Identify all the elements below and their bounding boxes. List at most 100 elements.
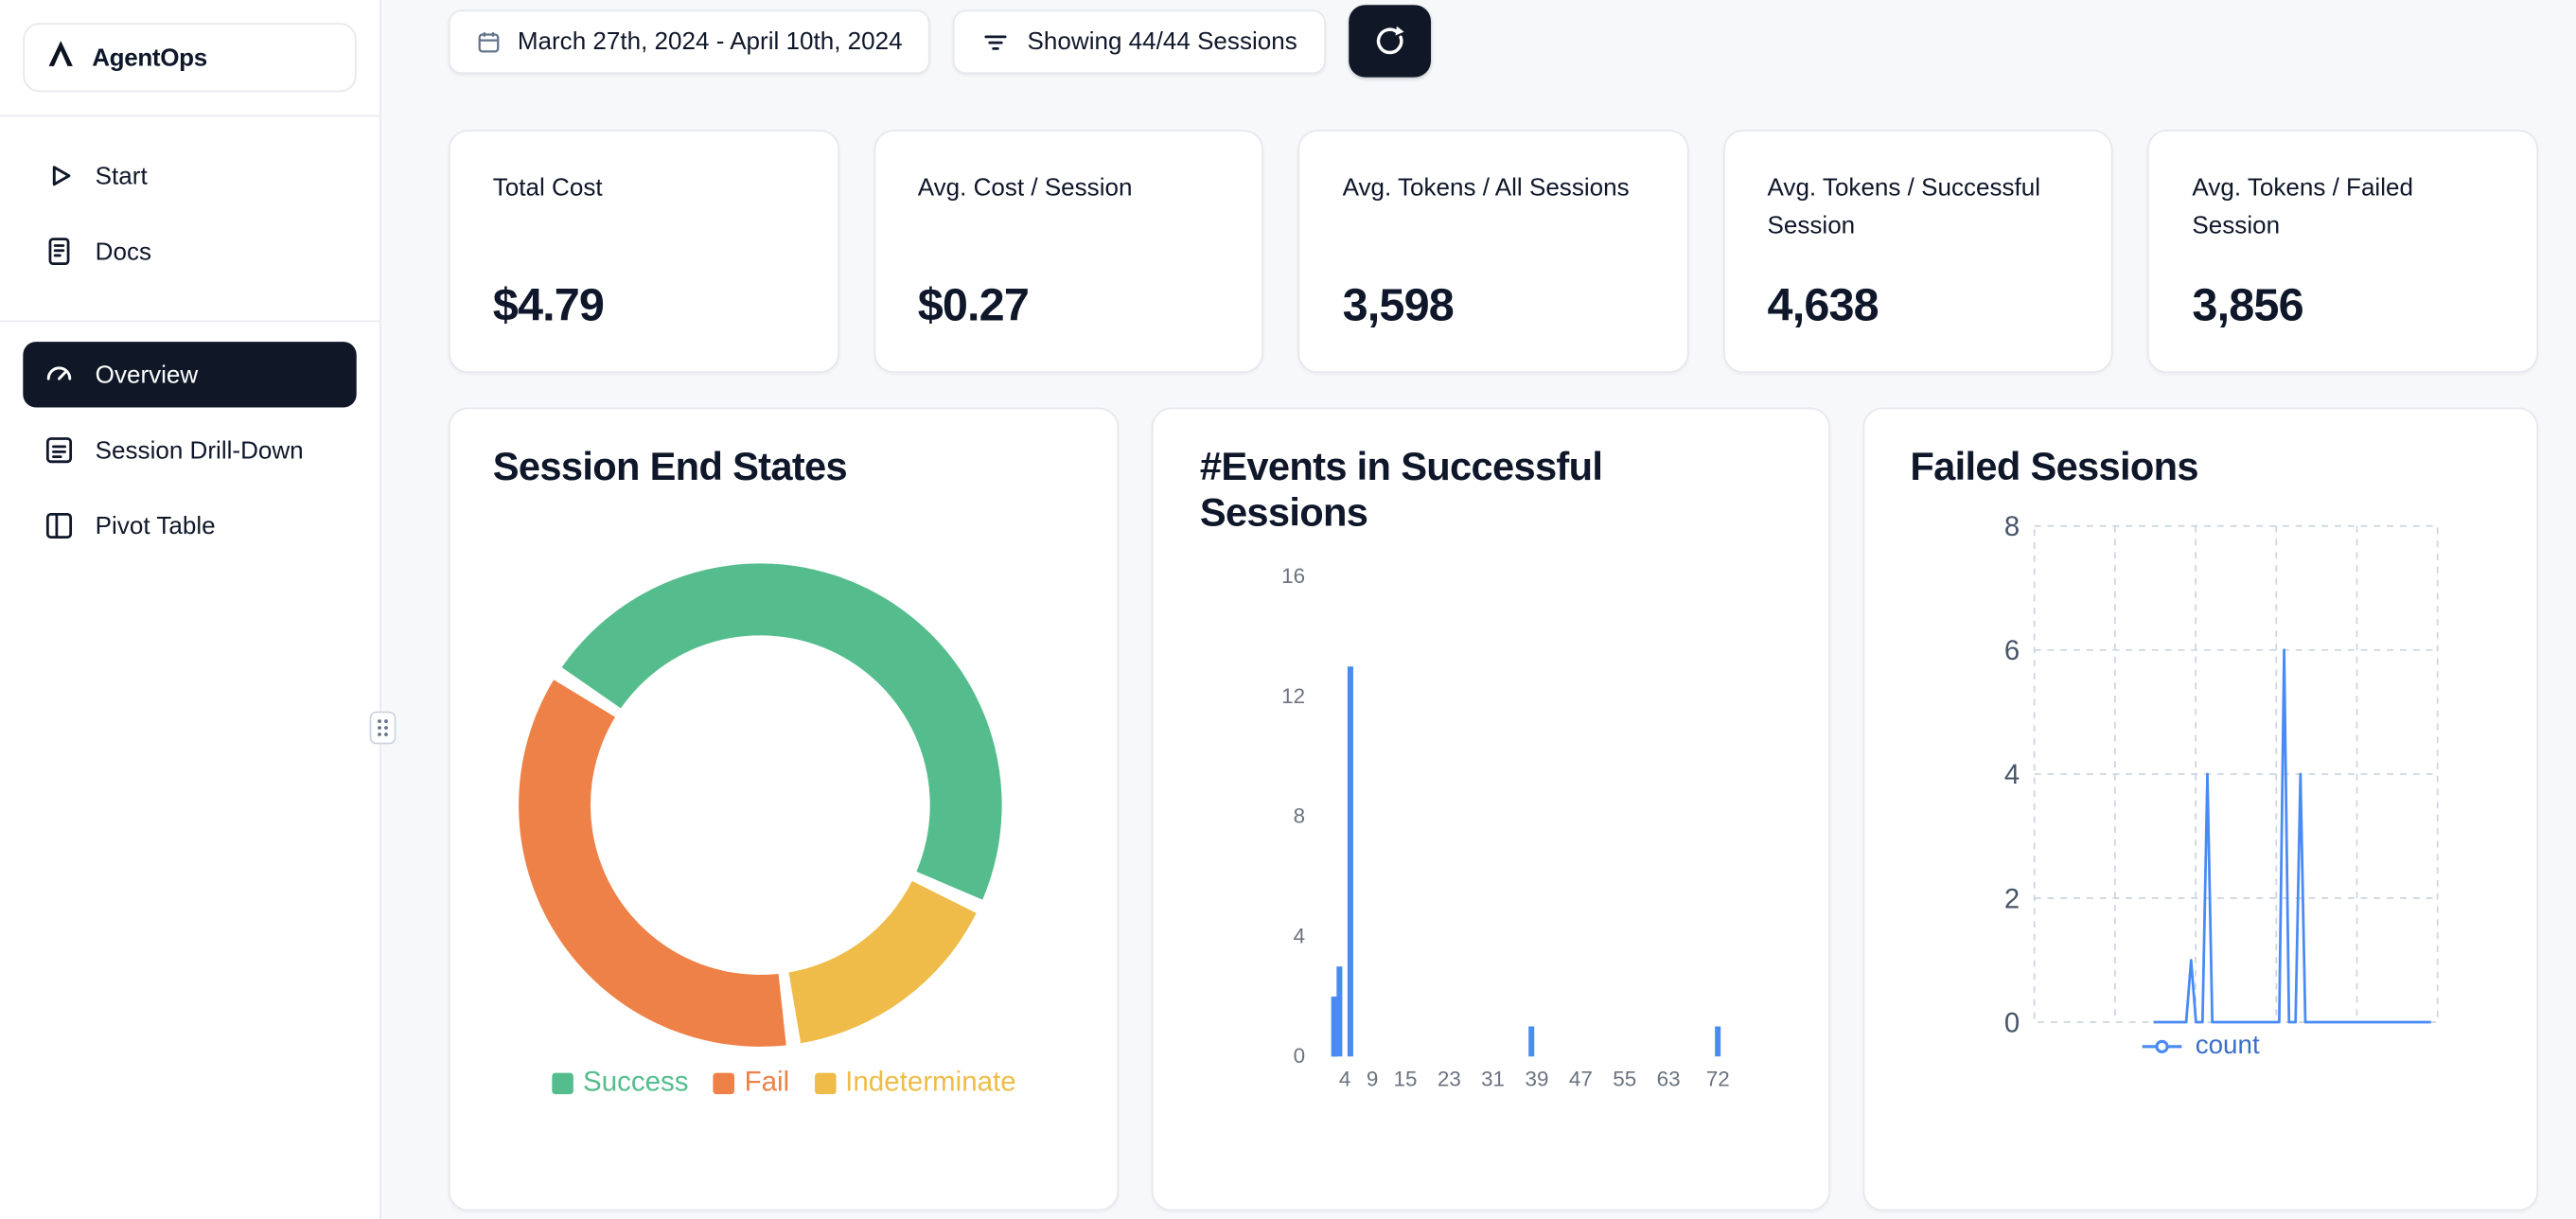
stat-value: $4.79: [492, 279, 605, 330]
count-legend-label[interactable]: count: [2195, 1032, 2260, 1060]
legend-swatch-fail: [713, 1071, 735, 1094]
y-tick-label: 8: [1294, 804, 1305, 828]
sessions-filter-button[interactable]: Showing 44/44 Sessions: [953, 9, 1326, 75]
donut-segment-indeterminate: [788, 880, 977, 1044]
sidebar-item-label: Pivot Table: [95, 511, 216, 540]
sidebar-item-pivot-table[interactable]: Pivot Table: [23, 493, 356, 558]
stat-value: 3,598: [1342, 279, 1455, 330]
x-tick-label: 9: [1367, 1067, 1378, 1090]
stat-card-avg-cost-session: Avg. Cost / Session $0.27: [873, 130, 1264, 374]
failed-sessions-line-chart: 0 2 4 6 8: [2003, 511, 2438, 1038]
event-count-bar: [1528, 1026, 1535, 1057]
refresh-icon: [1373, 25, 1406, 58]
stat-card-avg-tokens-successful: Avg. Tokens / Successful Session 4,638: [1722, 130, 2114, 374]
count-legend-glyph-icon: [2143, 1039, 2182, 1053]
y-tick-label: 0: [1294, 1044, 1305, 1068]
count-series-line: [2153, 648, 2431, 1024]
stat-label: Total Cost: [492, 174, 603, 203]
sessions-filter-label: Showing 44/44 Sessions: [1027, 27, 1297, 57]
legend-label-success: Success: [583, 1066, 689, 1098]
y-tick-label: 4: [2003, 759, 2019, 790]
sidebar-item-start[interactable]: Start: [23, 143, 356, 208]
legend-item-indeterminate[interactable]: Indeterminate: [814, 1066, 1016, 1100]
stat-label: Avg. Tokens / All Sessions: [1342, 174, 1630, 203]
play-icon: [43, 159, 76, 192]
x-tick-label: 47: [1569, 1067, 1593, 1090]
legend-item-success[interactable]: Success: [552, 1067, 689, 1100]
stat-card-total-cost: Total Cost $4.79: [448, 130, 839, 374]
sidebar-item-session-drill-down[interactable]: Session Drill-Down: [23, 417, 356, 483]
y-tick-label: 8: [2003, 511, 2019, 542]
pivot-icon: [43, 509, 76, 542]
stat-card-avg-tokens-failed: Avg. Tokens / Failed Session 3,856: [2147, 130, 2539, 374]
stat-value: 3,856: [2192, 279, 2303, 330]
date-range-button[interactable]: March 27th, 2024 - April 10th, 2024: [448, 9, 931, 75]
session-icon: [43, 433, 76, 467]
stat-label: Avg. Cost / Session: [917, 174, 1133, 203]
sidebar-item-label: Start: [95, 161, 148, 190]
grip-dots-icon: [378, 719, 388, 736]
event-count-bar: [1336, 966, 1343, 1057]
event-count-bar: [1348, 666, 1354, 1057]
sidebar-nav-main: Overview Session Drill-Down Pivot Table: [0, 322, 379, 594]
docs-icon: [43, 235, 76, 268]
x-tick-label: 4: [1339, 1067, 1350, 1090]
refresh-button[interactable]: [1348, 5, 1431, 78]
logo[interactable]: AgentOps: [23, 23, 357, 93]
event-count-bar: [1715, 1026, 1721, 1057]
x-tick-label: 55: [1614, 1067, 1637, 1090]
sidebar-item-label: Overview: [95, 361, 199, 389]
failed-sessions-card: Failed Sessions 0 2 4 6 8 count: [1862, 407, 2539, 1211]
toolbar: March 27th, 2024 - April 10th, 2024 Show…: [448, 5, 2538, 82]
chart-title: Session End States: [492, 445, 848, 490]
stat-value: 4,638: [1767, 279, 1879, 330]
date-range-label: March 27th, 2024 - April 10th, 2024: [517, 27, 903, 57]
stat-value: $0.27: [917, 279, 1030, 330]
donut-segment-fail: [519, 680, 786, 1047]
brand-name: AgentOps: [92, 44, 207, 72]
stat-label: Avg. Tokens / Failed Session: [2192, 174, 2413, 239]
x-tick-label: 39: [1526, 1067, 1549, 1090]
legend-swatch-indeterminate: [814, 1071, 836, 1094]
sidebar-resize-handle[interactable]: [369, 711, 397, 745]
sidebar-nav-top: Start Docs: [0, 116, 379, 320]
y-tick-label: 0: [2003, 1007, 2019, 1038]
sidebar-item-overview[interactable]: Overview: [23, 342, 357, 408]
main-content: March 27th, 2024 - April 10th, 2024 Show…: [382, 0, 2576, 1219]
y-tick-label: 16: [1282, 564, 1306, 588]
donut-legend: Success Fail Indeterminate: [450, 1067, 1118, 1100]
stat-card-avg-tokens-all: Avg. Tokens / All Sessions 3,598: [1297, 130, 1689, 374]
legend-swatch-success: [552, 1071, 573, 1094]
y-tick-label: 2: [2003, 883, 2019, 914]
agentops-logo-icon: [44, 37, 78, 78]
x-tick-label: 31: [1482, 1067, 1506, 1090]
calendar-icon: [476, 29, 501, 54]
legend-item-fail[interactable]: Fail: [713, 1066, 790, 1100]
events-in-successful-sessions-card: #Events in Successful Sessions 0 4 8 12 16 4 9…: [1152, 407, 1830, 1211]
y-tick-label: 6: [2003, 635, 2019, 666]
charts-row: Session End States Success Fail Indeterm…: [448, 407, 2539, 1211]
stats-row: Total Cost $4.79 Avg. Cost / Session $0.…: [448, 130, 2539, 374]
chart-title: #Events in Successful Sessions: [1199, 445, 1603, 537]
sidebar-divider-main: [0, 320, 380, 323]
sidebar: AgentOps Start Docs Over: [0, 0, 381, 1219]
event-count-bar: [1332, 996, 1338, 1057]
stat-label: Avg. Tokens / Successful Session: [1767, 174, 2041, 239]
x-tick-label: 15: [1394, 1067, 1418, 1090]
sidebar-item-docs[interactable]: Docs: [23, 219, 356, 284]
x-tick-label: 23: [1438, 1067, 1461, 1090]
donut-segment-success: [561, 563, 1002, 900]
y-tick-label: 12: [1282, 684, 1306, 708]
session-end-states-card: Session End States Success Fail Indeterm…: [448, 407, 1120, 1211]
filter-icon: [981, 27, 1011, 57]
chart-title: Failed Sessions: [1910, 445, 2198, 490]
x-tick-label: 63: [1657, 1067, 1681, 1090]
y-tick-label: 4: [1294, 924, 1305, 947]
legend-label-fail: Fail: [744, 1066, 790, 1098]
sidebar-divider-top: [0, 115, 380, 117]
legend-label-indeterminate: Indeterminate: [845, 1066, 1016, 1098]
x-tick-label: 72: [1706, 1067, 1730, 1090]
gauge-icon: [43, 358, 76, 391]
failed-sessions-legend: count: [1864, 1032, 2537, 1061]
